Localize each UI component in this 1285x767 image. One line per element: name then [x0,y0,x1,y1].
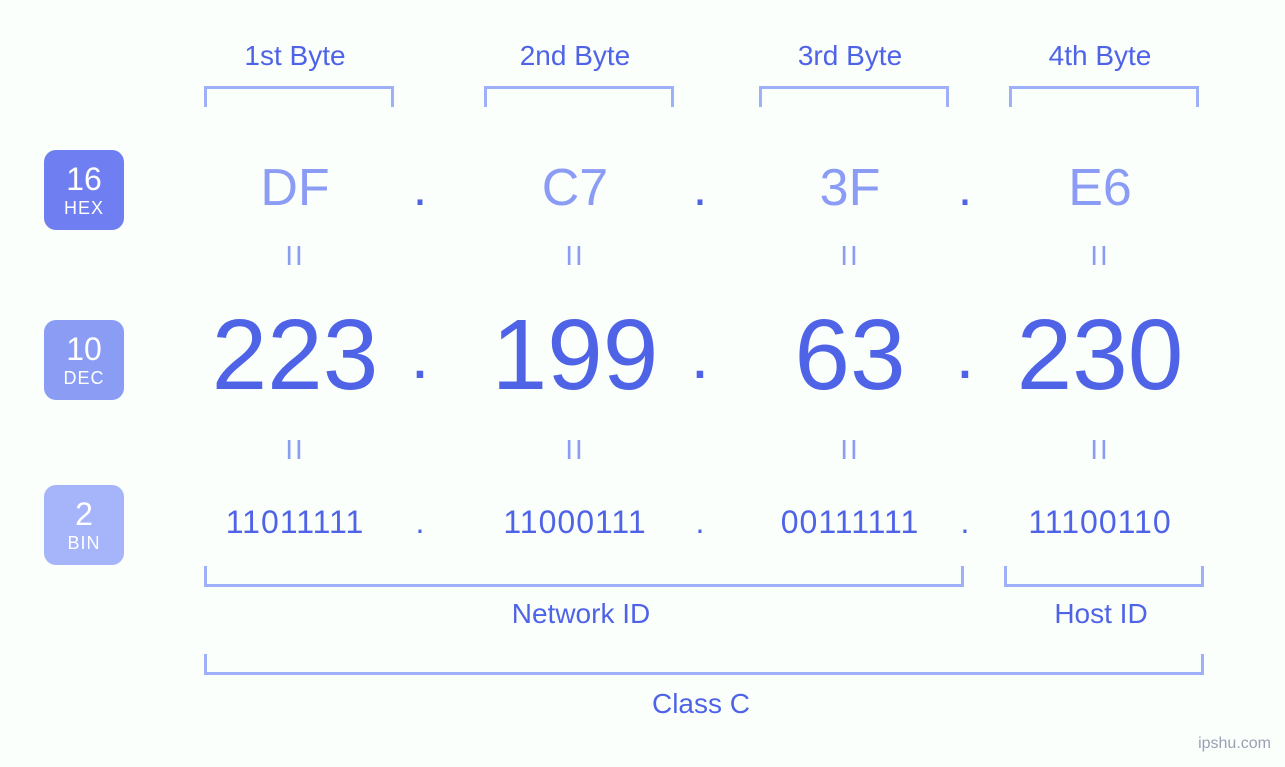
watermark: ipshu.com [1198,735,1271,753]
hex-sep-1: . [400,158,440,218]
label-class: Class C [204,688,1198,720]
top-bracket-1 [204,86,394,107]
hex-byte-2: C7 [475,158,675,218]
badge-hex-num: 16 [66,163,102,195]
top-bracket-4 [1009,86,1199,107]
badge-hex-abbr: HEX [64,199,104,217]
eq-lower-4: II [1080,434,1120,466]
dec-byte-1: 223 [175,298,415,413]
bin-sep-3: . [949,504,981,541]
eq-upper-4: II [1080,240,1120,272]
dec-byte-3: 63 [730,298,970,413]
bin-sep-1: . [404,504,436,541]
eq-lower-3: II [830,434,870,466]
hex-byte-4: E6 [1000,158,1200,218]
byte-header-3: 3rd Byte [750,40,950,72]
bin-byte-4: 11100110 [980,504,1220,541]
eq-lower-1: II [275,434,315,466]
label-network-id: Network ID [204,598,958,630]
badge-bin-abbr: BIN [67,534,100,552]
bin-byte-2: 11000111 [455,504,695,541]
eq-upper-2: II [555,240,595,272]
top-bracket-2 [484,86,674,107]
base-badge-hex: 16 HEX [44,150,124,230]
eq-upper-3: II [830,240,870,272]
eq-lower-2: II [555,434,595,466]
bracket-host-id [1004,566,1204,587]
label-host-id: Host ID [1004,598,1198,630]
byte-header-1: 1st Byte [195,40,395,72]
base-badge-bin: 2 BIN [44,485,124,565]
badge-bin-num: 2 [75,498,93,530]
bin-byte-1: 11011111 [175,504,415,541]
top-bracket-3 [759,86,949,107]
byte-header-4: 4th Byte [1000,40,1200,72]
dec-sep-3: . [947,316,983,394]
bracket-class [204,654,1204,675]
bin-sep-2: . [684,504,716,541]
bin-byte-3: 00111111 [730,504,970,541]
bracket-network-id [204,566,964,587]
base-badge-dec: 10 DEC [44,320,124,400]
ip-diagram: 1st Byte 2nd Byte 3rd Byte 4th Byte 16 H… [0,0,1285,767]
eq-upper-1: II [275,240,315,272]
hex-byte-1: DF [195,158,395,218]
badge-dec-num: 10 [66,333,102,365]
byte-header-2: 2nd Byte [475,40,675,72]
hex-byte-3: 3F [750,158,950,218]
dec-byte-4: 230 [980,298,1220,413]
badge-dec-abbr: DEC [63,369,104,387]
dec-byte-2: 199 [455,298,695,413]
dec-sep-2: . [682,316,718,394]
hex-sep-2: . [680,158,720,218]
hex-sep-3: . [945,158,985,218]
dec-sep-1: . [402,316,438,394]
